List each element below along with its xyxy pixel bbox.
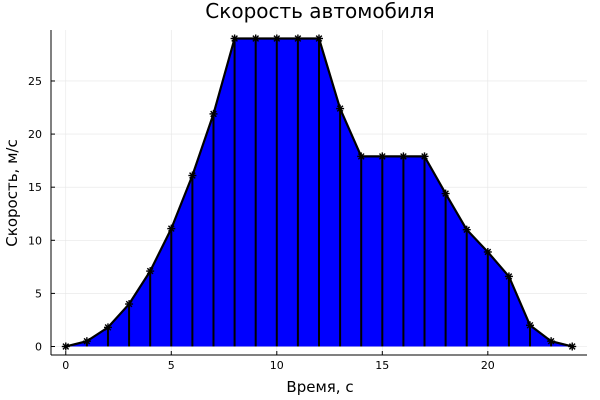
star-marker-stroke xyxy=(231,35,238,42)
data-point xyxy=(125,300,134,309)
y-tick-label: 15 xyxy=(28,181,42,194)
y-axis-label: Скорость, м/с xyxy=(3,139,21,246)
star-marker-stroke xyxy=(526,321,534,329)
star-marker-stroke xyxy=(547,337,555,345)
tick-labels: 0 5 10 15 20 0 5 10 15 20 25 xyxy=(28,75,495,372)
y-tick-label: 10 xyxy=(28,234,42,247)
star-marker-stroke xyxy=(210,110,217,118)
data-point xyxy=(61,342,70,351)
star-marker-stroke xyxy=(442,190,449,197)
star-marker-stroke xyxy=(463,226,471,233)
star-marker-stroke xyxy=(125,300,133,308)
vertical-lines-layer xyxy=(85,38,553,347)
data-point xyxy=(167,224,176,233)
data-point xyxy=(251,34,260,43)
x-tick-label: 10 xyxy=(270,359,284,372)
star-marker-stroke xyxy=(146,267,154,275)
data-point xyxy=(547,337,556,346)
axes xyxy=(50,30,587,356)
x-tick-label: 0 xyxy=(62,359,69,372)
data-point xyxy=(420,152,429,161)
data-point xyxy=(315,34,323,43)
data-point xyxy=(336,104,345,113)
star-marker-stroke xyxy=(104,324,112,331)
star-marker-stroke xyxy=(378,153,386,160)
star-marker-stroke xyxy=(83,337,91,345)
data-point xyxy=(209,109,218,118)
data-point xyxy=(462,225,471,234)
star-marker-stroke xyxy=(400,153,407,160)
data-point xyxy=(504,272,513,281)
x-axis-label: Время, с xyxy=(286,378,353,396)
star-marker-stroke xyxy=(62,343,70,350)
star-marker-stroke xyxy=(294,35,302,42)
data-point xyxy=(441,189,450,198)
data-point xyxy=(526,321,535,330)
x-tick-label: 15 xyxy=(375,359,389,372)
data-point xyxy=(293,34,302,43)
data-point xyxy=(483,247,492,256)
star-marker-stroke xyxy=(273,35,281,42)
star-marker-stroke xyxy=(315,35,323,42)
star-marker-stroke xyxy=(505,273,513,280)
star-marker-stroke xyxy=(421,153,428,160)
data-point xyxy=(82,337,91,346)
star-marker-stroke xyxy=(252,35,260,42)
data-point xyxy=(568,342,577,351)
data-point xyxy=(272,34,281,43)
star-marker-stroke xyxy=(189,172,196,179)
data-point xyxy=(399,152,408,161)
y-tick-label: 25 xyxy=(28,75,42,88)
data-point xyxy=(357,152,366,161)
star-marker-stroke xyxy=(336,105,344,112)
data-point xyxy=(378,152,387,161)
data-point xyxy=(146,267,155,276)
data-point xyxy=(188,171,197,180)
star-marker-stroke xyxy=(484,248,492,256)
y-tick-label: 0 xyxy=(35,341,42,354)
x-tick-label: 20 xyxy=(481,359,495,372)
star-marker-stroke xyxy=(167,225,175,232)
y-tick-label: 5 xyxy=(35,287,42,300)
star-marker-stroke xyxy=(568,343,576,350)
y-tick-label: 20 xyxy=(28,128,42,141)
x-tick-label: 5 xyxy=(168,359,175,372)
markers-layer xyxy=(61,34,577,351)
star-marker-stroke xyxy=(357,153,365,160)
data-point xyxy=(230,34,239,43)
chart-title: Скорость автомобиля xyxy=(205,0,434,23)
data-point xyxy=(103,323,112,332)
